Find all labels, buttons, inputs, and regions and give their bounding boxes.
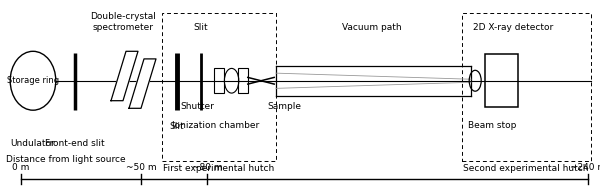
Text: ~240 m: ~240 m [570,163,600,172]
Text: ~50 m: ~50 m [125,163,157,172]
Text: Front-end slit: Front-end slit [45,139,105,148]
Text: Beam stop: Beam stop [468,121,516,130]
Polygon shape [129,59,156,108]
Text: 0 m: 0 m [13,163,29,172]
Text: Storage ring: Storage ring [7,76,59,85]
Text: Undulator: Undulator [11,139,55,148]
Text: 2D X-ray detector: 2D X-ray detector [473,23,553,32]
Text: Vacuum path: Vacuum path [342,23,402,32]
Bar [485,54,518,107]
Text: Double-crystal
spectrometer: Double-crystal spectrometer [90,12,156,32]
Bar [462,13,591,161]
Text: Slit: Slit [170,122,184,131]
Text: Second experimental hutch: Second experimental hutch [463,164,589,173]
Bar [214,68,224,93]
Text: ~80 m: ~80 m [191,163,223,172]
Text: Distance from light source: Distance from light source [6,155,125,164]
Text: Shutter: Shutter [180,102,214,111]
Bar [238,68,248,93]
Text: Sample: Sample [267,102,301,111]
Text: Ionization chamber: Ionization chamber [172,121,260,130]
Text: Slit: Slit [194,23,208,32]
Polygon shape [111,51,138,101]
Bar [162,13,276,161]
Text: First experimental hutch: First experimental hutch [163,164,275,173]
